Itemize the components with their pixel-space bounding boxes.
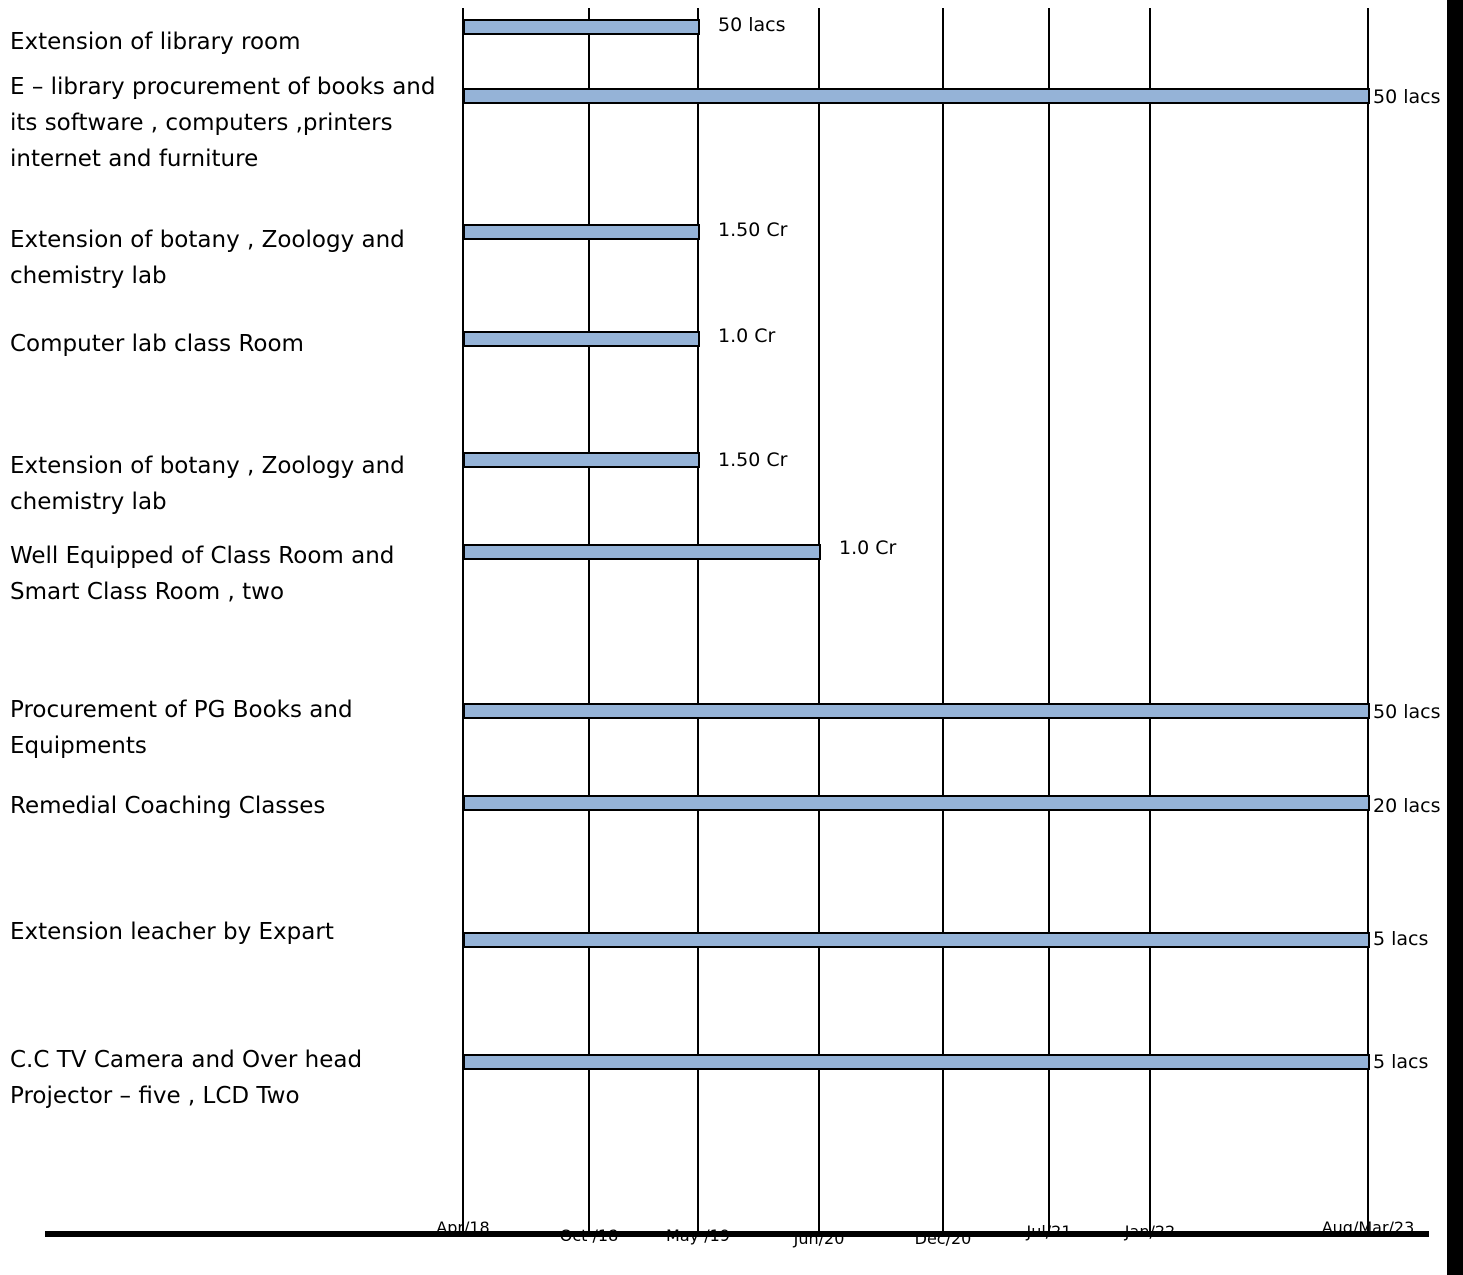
- gridline: [1149, 8, 1151, 1232]
- task-label: Extension of botany , Zoology and chemis…: [10, 453, 405, 515]
- task-label: Extension of library room: [10, 29, 301, 55]
- task-bar: [463, 331, 700, 347]
- task-bar: [463, 224, 700, 240]
- task-value-label: 50 lacs: [1373, 701, 1441, 723]
- right-border: [1447, 0, 1463, 1275]
- x-tick-label: Jun/20: [793, 1229, 845, 1248]
- x-tick-label: Jul/21: [1026, 1222, 1072, 1241]
- task-label: Well Equipped of Class Room and Smart Cl…: [10, 543, 395, 605]
- x-tick-label: Dec/20: [914, 1229, 972, 1248]
- task-bar: [463, 703, 1370, 719]
- task-value-label: 50 lacs: [1373, 86, 1441, 108]
- gridline: [1048, 8, 1050, 1232]
- task-bar: [463, 19, 700, 35]
- task-label: E – library procurement of books and its…: [10, 74, 436, 172]
- gridline: [462, 8, 464, 1232]
- task-value-label: 20 lacs: [1373, 795, 1441, 817]
- x-tick-label: Jan/22: [1124, 1222, 1176, 1241]
- task-bar: [463, 1054, 1370, 1070]
- x-tick-label: Apr/18: [436, 1218, 490, 1237]
- task-label: Extension of botany , Zoology and chemis…: [10, 227, 405, 289]
- gridline: [818, 8, 820, 1232]
- task-value-label: 1.50 Cr: [718, 219, 788, 241]
- x-tick-label: Aug/Mar/23: [1321, 1218, 1415, 1237]
- task-label: Procurement of PG Books and Equipments: [10, 697, 353, 759]
- gridline: [1367, 8, 1369, 1232]
- task-label: Computer lab class Room: [10, 331, 304, 357]
- task-value-label: 1.50 Cr: [718, 449, 788, 471]
- task-label: Extension leacher by Expart: [10, 919, 334, 945]
- task-bar: [463, 932, 1370, 948]
- task-value-label: 5 lacs: [1373, 1051, 1429, 1073]
- task-bar: [463, 795, 1370, 811]
- task-value-label: 5 lacs: [1373, 928, 1429, 950]
- gridline: [588, 8, 590, 1232]
- x-tick-label: Oct /18: [559, 1226, 619, 1245]
- task-bar: [463, 544, 821, 560]
- task-bar: [463, 452, 700, 468]
- x-tick-label: May /19: [666, 1226, 730, 1245]
- x-axis-baseline: [45, 1231, 1429, 1237]
- task-value-label: 50 lacs: [718, 14, 786, 36]
- gridline: [697, 8, 699, 1232]
- task-label: Remedial Coaching Classes: [10, 793, 326, 819]
- gridline: [942, 8, 944, 1232]
- task-value-label: 1.0 Cr: [839, 537, 897, 559]
- task-label: C.C TV Camera and Over head Projector – …: [10, 1047, 363, 1109]
- task-bar: [463, 88, 1370, 104]
- task-value-label: 1.0 Cr: [718, 325, 776, 347]
